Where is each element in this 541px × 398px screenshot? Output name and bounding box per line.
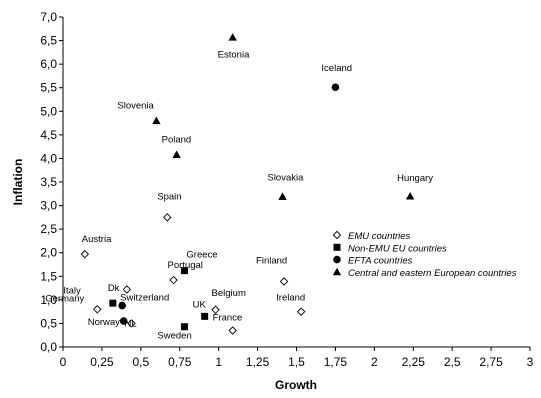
y-tick-label: 1,0 bbox=[40, 293, 57, 307]
point-greece bbox=[180, 267, 188, 275]
point-label: Italy bbox=[63, 285, 81, 296]
x-tick-label: 0,25 bbox=[90, 355, 114, 369]
point-estonia bbox=[228, 33, 237, 41]
point-france bbox=[228, 326, 237, 335]
x-tick-label: 1 bbox=[215, 355, 222, 369]
point-label: Ireland bbox=[276, 293, 305, 304]
x-axis: 0 0,25 0,5 0,75 1 1,25 1,5 1,75 2 2,25 2,5 2,75 3 bbox=[60, 346, 534, 369]
y-tick-label: 7,0 bbox=[40, 10, 57, 24]
point-belgium bbox=[211, 305, 220, 314]
y-tick-label: 6,5 bbox=[40, 34, 57, 48]
legend-entry: Central and eastern European countries bbox=[348, 268, 517, 279]
y-tick-label: 1,5 bbox=[40, 269, 57, 283]
y-axis-title: Inflation bbox=[11, 159, 25, 206]
x-tick-label: 0,5 bbox=[132, 355, 149, 369]
point-dk bbox=[109, 299, 117, 307]
y-axis: 0,0 0,5 1,0 1,5 2,0 2,5 3,0 3,5 4,0 4,5 5,0 5,5 6,0 6… bbox=[40, 10, 64, 354]
x-tick-label: 2 bbox=[371, 355, 378, 369]
point-hungary bbox=[405, 191, 415, 200]
x-tick-label: 2,75 bbox=[479, 355, 503, 369]
point-ireland bbox=[296, 307, 306, 316]
point-labels: Austria Spain Italy Portugal Germany NL Belgiu… bbox=[45, 49, 433, 341]
y-tick-label: 0,5 bbox=[40, 316, 57, 330]
y-tick-label: 5,0 bbox=[40, 104, 57, 118]
legend-marker bbox=[333, 243, 341, 251]
point-iceland bbox=[331, 83, 340, 92]
x-axis-title: Growth bbox=[275, 378, 317, 392]
point-slovakia bbox=[278, 192, 287, 200]
point-norway bbox=[119, 317, 128, 325]
y-tick-label: 0,0 bbox=[40, 340, 57, 354]
point-switzerland bbox=[118, 301, 126, 310]
legend-entry: Non-EMU EU countries bbox=[348, 243, 447, 254]
point-uk bbox=[201, 312, 209, 320]
x-tick-label: 0 bbox=[60, 355, 67, 369]
x-tick-label: 2,5 bbox=[444, 355, 461, 369]
point-label: NL bbox=[124, 318, 136, 329]
x-tick-label: 2,25 bbox=[402, 355, 426, 369]
point-label: Poland bbox=[162, 135, 192, 146]
point-label: Finland bbox=[256, 255, 287, 266]
y-tick-label: 3,5 bbox=[40, 175, 57, 189]
x-tick-label: 1,5 bbox=[288, 355, 305, 369]
point-label: Iceland bbox=[321, 63, 352, 74]
point-label: France bbox=[213, 313, 243, 324]
legend-marker bbox=[332, 230, 342, 240]
point-nl bbox=[127, 319, 136, 328]
y-tick-label: 2,5 bbox=[40, 222, 57, 236]
point-label: Slovakia bbox=[267, 173, 304, 184]
legend-marker bbox=[333, 255, 341, 264]
y-tick-label: 5,5 bbox=[40, 81, 57, 95]
point-germany bbox=[93, 305, 102, 314]
point-portugal bbox=[169, 275, 178, 285]
point-austria bbox=[80, 249, 90, 259]
point-slovenia bbox=[152, 116, 161, 125]
y-tick-label: 2,0 bbox=[40, 246, 57, 260]
legend-entry: EFTA countries bbox=[348, 256, 413, 267]
y-tick-label: 4,0 bbox=[40, 151, 57, 165]
point-poland bbox=[172, 150, 181, 159]
x-tick-label: 1,75 bbox=[324, 355, 348, 369]
point-label: UK bbox=[193, 299, 207, 310]
x-tick-label: 3 bbox=[527, 355, 534, 369]
point-label: Germany bbox=[45, 293, 84, 304]
point-label: Spain bbox=[157, 191, 181, 202]
point-label: Portugal bbox=[168, 260, 203, 271]
point-sweden bbox=[180, 323, 188, 331]
y-tick-label: 6,0 bbox=[40, 57, 57, 71]
legend-marker bbox=[332, 267, 342, 276]
point-label: Hungary bbox=[397, 173, 433, 184]
legend-entry: EMU countries bbox=[348, 231, 411, 242]
point-spain bbox=[163, 213, 172, 222]
point-label: Belgium bbox=[212, 288, 246, 299]
y-tick-label: 4,5 bbox=[40, 128, 57, 142]
point-label: Greece bbox=[186, 250, 217, 261]
x-tick-label: 0,75 bbox=[168, 355, 192, 369]
point-label: Slovenia bbox=[117, 101, 154, 112]
x-tick-label: 1,25 bbox=[246, 355, 270, 369]
point-label: Norway bbox=[88, 317, 120, 328]
point-label: Sweden bbox=[157, 331, 191, 342]
point-label: Switzerland bbox=[120, 293, 169, 304]
point-label: Austria bbox=[82, 234, 112, 245]
data-points bbox=[80, 33, 415, 335]
point-italy bbox=[122, 285, 132, 294]
point-finland bbox=[279, 277, 289, 286]
y-tick-label: 3,0 bbox=[40, 199, 57, 213]
point-label: Estonia bbox=[218, 49, 250, 60]
point-label: Dk bbox=[108, 283, 120, 294]
